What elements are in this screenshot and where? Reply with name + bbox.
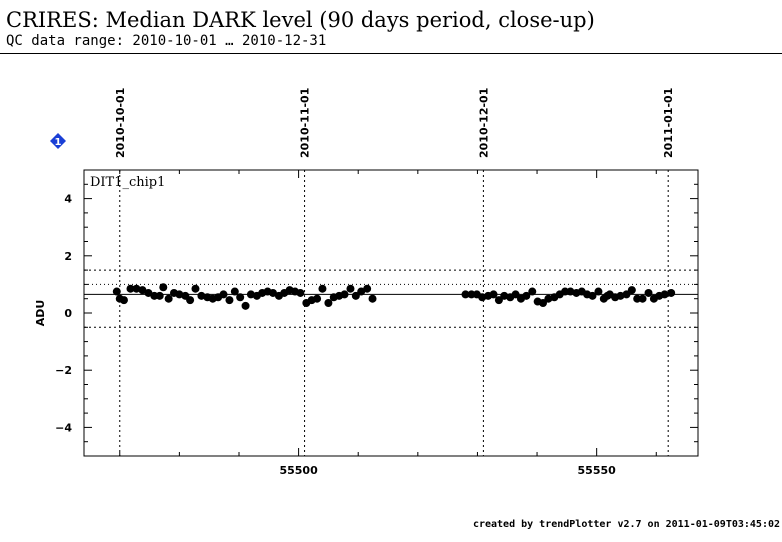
data-point	[594, 287, 603, 296]
data-point	[219, 290, 228, 299]
data-point	[461, 290, 470, 299]
data-point	[186, 296, 195, 305]
y-tick-label: 4	[64, 193, 72, 206]
data-point	[627, 286, 636, 295]
data-point	[191, 284, 200, 293]
data-point	[340, 290, 349, 299]
data-point	[478, 293, 487, 302]
data-point	[363, 284, 372, 293]
data-point	[528, 287, 537, 296]
y-tick-label: −2	[55, 364, 72, 377]
data-point	[236, 293, 245, 302]
data-point	[324, 298, 333, 307]
chart-subtitle: QC data range: 2010-10-01 … 2010-12-31	[6, 33, 327, 49]
data-point	[511, 290, 520, 299]
data-point	[164, 294, 173, 303]
header-divider	[0, 53, 782, 54]
data-point	[500, 291, 509, 300]
chart-title: CRIRES: Median DARK level (90 days perio…	[6, 8, 595, 32]
data-point	[225, 296, 234, 305]
date-tick-label: 2011-01-01	[662, 88, 675, 158]
data-point	[313, 294, 322, 303]
y-axis-label: ADU	[34, 300, 47, 327]
date-tick-label: 2010-10-01	[114, 88, 127, 158]
y-tick-label: −4	[55, 421, 72, 434]
data-point	[539, 298, 548, 307]
data-point	[296, 288, 305, 297]
data-point	[197, 291, 206, 300]
data-point	[112, 287, 121, 296]
data-point	[489, 290, 498, 299]
data-point	[230, 287, 239, 296]
y-tick-label: 2	[64, 250, 72, 263]
data-point	[616, 291, 625, 300]
data-point	[494, 296, 503, 305]
y-tick-label: 0	[64, 307, 72, 320]
data-point	[126, 284, 135, 293]
data-point	[588, 291, 597, 300]
data-point	[144, 288, 153, 297]
data-point	[159, 283, 168, 292]
x-tick-label: 55500	[279, 464, 318, 477]
data-point	[318, 284, 327, 293]
data-point	[644, 288, 653, 297]
data-point	[622, 290, 631, 299]
data-point	[346, 284, 355, 293]
data-point	[155, 291, 164, 300]
data-point	[660, 290, 669, 299]
data-point	[667, 288, 676, 297]
data-point	[132, 284, 141, 293]
data-point	[522, 291, 531, 300]
data-point	[566, 287, 575, 296]
date-tick-label: 2010-12-01	[477, 88, 490, 158]
data-point	[246, 290, 255, 299]
data-point	[138, 286, 147, 295]
date-tick-label: 2010-11-01	[299, 88, 312, 158]
footer-credit: created by trendPlotter v2.7 on 2011-01-…	[472, 519, 780, 530]
data-point	[368, 294, 377, 303]
data-point	[351, 291, 360, 300]
data-point	[175, 290, 184, 299]
plot-frame	[83, 169, 699, 457]
marker-label: 1	[55, 137, 62, 148]
x-tick-label: 55550	[578, 464, 617, 477]
data-point	[544, 294, 553, 303]
data-point	[638, 294, 647, 303]
panel-label: DIT1_chip1	[90, 175, 165, 190]
data-point	[357, 287, 366, 296]
marker-diamond-icon[interactable]: 1	[50, 133, 66, 149]
data-point	[268, 288, 277, 297]
data-point	[241, 301, 250, 310]
data-point	[119, 296, 128, 305]
